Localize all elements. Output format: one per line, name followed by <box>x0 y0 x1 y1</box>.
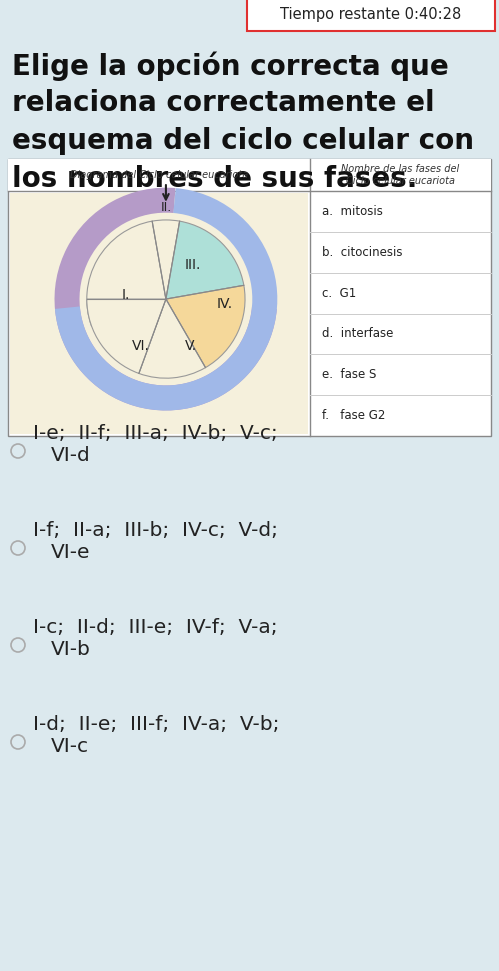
Bar <box>8 159 491 436</box>
Wedge shape <box>139 299 206 378</box>
Text: e.  fase S: e. fase S <box>322 368 376 382</box>
Text: I-d;  II-e;  III-f;  IV-a;  V-b;: I-d; II-e; III-f; IV-a; V-b; <box>33 715 279 734</box>
FancyBboxPatch shape <box>247 0 495 31</box>
Text: VI-c: VI-c <box>51 737 89 756</box>
Text: V.: V. <box>185 339 197 352</box>
Wedge shape <box>166 285 245 368</box>
Text: Elige la opción correcta que: Elige la opción correcta que <box>12 51 449 81</box>
Text: los nombres de sus fases.: los nombres de sus fases. <box>12 165 417 193</box>
Wedge shape <box>166 221 244 299</box>
Text: esquema del ciclo celular con: esquema del ciclo celular con <box>12 127 474 155</box>
Text: d.  interfase: d. interfase <box>322 327 393 341</box>
Text: VI-d: VI-d <box>51 446 91 465</box>
Wedge shape <box>87 299 166 374</box>
Text: b.  citocinesis: b. citocinesis <box>322 246 403 258</box>
Text: I-e;  II-f;  III-a;  IV-b;  V-c;: I-e; II-f; III-a; IV-b; V-c; <box>33 424 278 443</box>
Text: Tiempo restante 0:40:28: Tiempo restante 0:40:28 <box>280 7 462 21</box>
Text: I.: I. <box>121 287 130 302</box>
Wedge shape <box>87 221 166 326</box>
Text: IV.: IV. <box>216 296 233 311</box>
Text: III.: III. <box>185 258 201 272</box>
Text: I-f;  II-a;  III-b;  IV-c;  V-d;: I-f; II-a; III-b; IV-c; V-d; <box>33 521 278 540</box>
Text: II.: II. <box>160 201 172 214</box>
Text: Nombre de las fases del
Ciclo celular eucariota: Nombre de las fases del Ciclo celular eu… <box>341 164 460 185</box>
Text: VI-e: VI-e <box>51 543 90 562</box>
Wedge shape <box>152 220 180 299</box>
Bar <box>8 159 491 191</box>
Text: Diagrama del Ciclo celular eucariota: Diagrama del Ciclo celular eucariota <box>70 170 248 180</box>
Text: c.  G1: c. G1 <box>322 286 356 300</box>
Text: relaciona correctamente el: relaciona correctamente el <box>12 89 435 117</box>
Text: I-c;  II-d;  III-e;  IV-f;  V-a;: I-c; II-d; III-e; IV-f; V-a; <box>33 618 277 637</box>
Text: f.   fase G2: f. fase G2 <box>322 409 385 422</box>
Text: VI.: VI. <box>132 339 150 352</box>
Bar <box>10 193 308 434</box>
Text: a.  mitosis: a. mitosis <box>322 205 383 218</box>
Text: VI-b: VI-b <box>51 640 91 659</box>
